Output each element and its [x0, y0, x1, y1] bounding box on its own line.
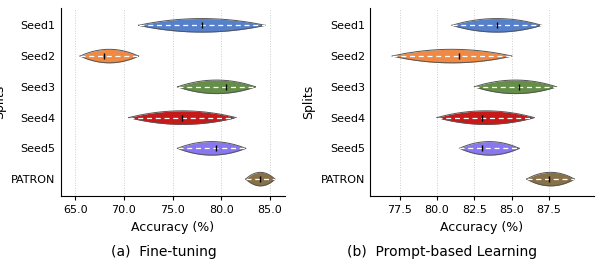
Y-axis label: Splits: Splits	[302, 85, 315, 119]
Y-axis label: Splits: Splits	[0, 85, 6, 119]
Text: (a)  Fine-tuning: (a) Fine-tuning	[111, 245, 216, 259]
X-axis label: Accuracy (%): Accuracy (%)	[131, 221, 214, 234]
X-axis label: Accuracy (%): Accuracy (%)	[441, 221, 524, 234]
Text: (b)  Prompt-based Learning: (b) Prompt-based Learning	[347, 245, 538, 259]
